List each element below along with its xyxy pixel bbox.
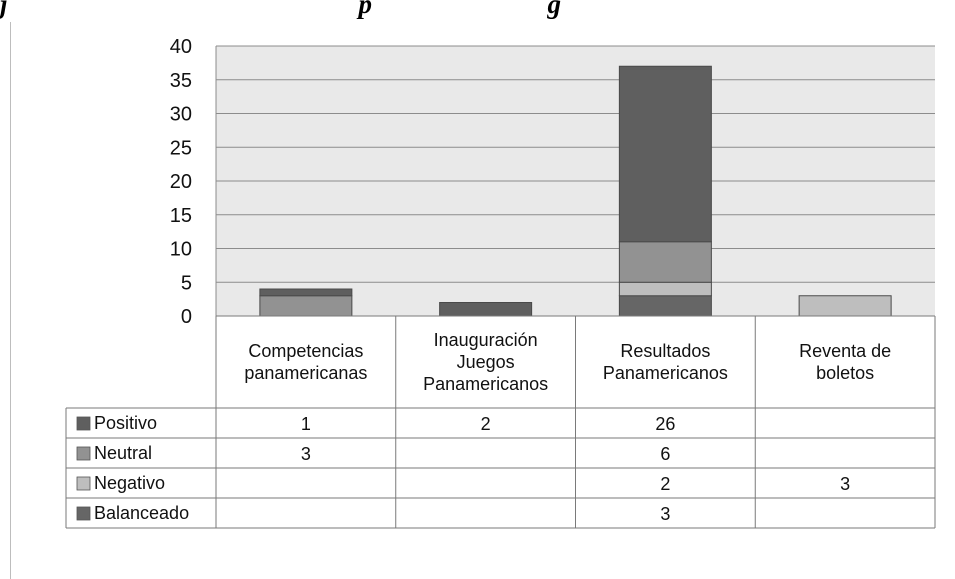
table-value: 6: [660, 444, 670, 464]
y-tick-label: 0: [181, 306, 192, 328]
legend-key-positivo: [76, 416, 91, 431]
category-label: Juegos: [457, 352, 515, 372]
y-tick-label: 15: [170, 205, 192, 227]
category-label: Reventa de: [799, 341, 891, 361]
table-value: 1: [301, 414, 311, 434]
bar-segment-negativo: [618, 281, 712, 297]
legend-key-negativo: [76, 476, 91, 491]
bar-segment-balanceado: [618, 295, 712, 317]
bar-segment-neutral: [259, 295, 353, 317]
legend-key-neutral: [76, 446, 91, 461]
bar-segment-positivo: [259, 288, 353, 297]
y-tick-label: 25: [170, 137, 192, 159]
table-value: 3: [301, 444, 311, 464]
category-label: Resultados: [620, 341, 710, 361]
bar-segment-positivo: [439, 302, 533, 317]
y-tick-label: 20: [170, 171, 192, 193]
bar-segment-neutral: [618, 241, 712, 283]
bar-segment-negativo: [798, 295, 892, 317]
table-value: 26: [655, 414, 675, 434]
table-value: 2: [660, 474, 670, 494]
header-title-fragment: j p g: [0, 0, 562, 19]
frame-border: [10, 22, 955, 579]
legend-label-negativo: Negativo: [94, 473, 165, 493]
y-tick-label: 40: [170, 36, 192, 58]
y-tick-label: 10: [170, 239, 192, 261]
table-value: 2: [481, 414, 491, 434]
bar-segment-positivo: [618, 65, 712, 243]
legend-label-balanceado: Balanceado: [94, 503, 189, 523]
legend-label-positivo: Positivo: [94, 413, 157, 433]
category-label: boletos: [816, 363, 874, 383]
table-value: 3: [660, 504, 670, 524]
table-value: 3: [840, 474, 850, 494]
category-label: Panamericanos: [423, 374, 548, 394]
y-tick-label: 30: [170, 104, 192, 126]
category-label: Competencias: [248, 341, 363, 361]
legend-key-balanceado: [76, 506, 91, 521]
y-tick-label: 5: [181, 272, 192, 294]
category-label: Panamericanos: [603, 363, 728, 383]
category-label: panamericanas: [244, 363, 367, 383]
category-label: Inauguración: [434, 330, 538, 350]
legend-label-neutral: Neutral: [94, 443, 152, 463]
y-tick-label: 35: [170, 70, 192, 92]
